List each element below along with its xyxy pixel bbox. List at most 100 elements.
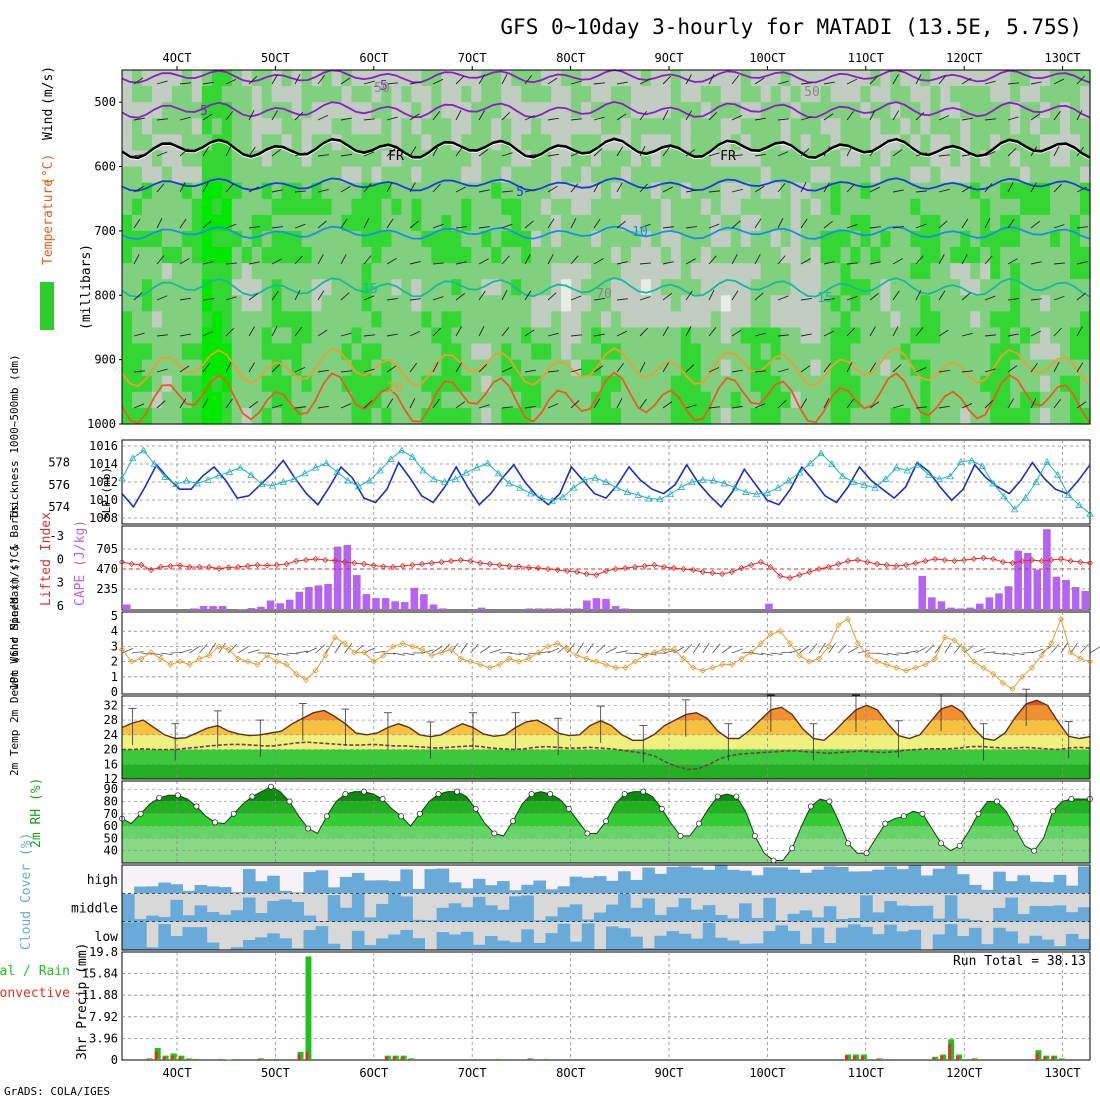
rh-cell: [720, 359, 732, 377]
rh-cell: [620, 198, 632, 216]
rh-cell: [341, 359, 353, 377]
rh-cell: [830, 86, 842, 103]
rh-cell: [541, 295, 552, 312]
cloud-bar: [993, 871, 1006, 894]
rh-point: [547, 791, 554, 798]
wind-barb: [800, 148, 810, 157]
cloud-bar: [485, 885, 498, 894]
rh-cell: [1070, 247, 1081, 264]
rh-tick-label: 80: [104, 794, 118, 808]
wind-barb: [777, 80, 789, 85]
rh-cell: [910, 311, 921, 329]
rh-cell: [1080, 311, 1091, 329]
thickness-tick-label: 574: [48, 500, 70, 514]
cloud-bar: [835, 927, 849, 950]
rh-cell: [231, 198, 243, 216]
rh-cell: [850, 86, 862, 103]
rh-cell: [321, 150, 333, 168]
rh-cell: [391, 359, 403, 377]
rh-cell: [471, 182, 482, 200]
wind-barb: [823, 298, 835, 301]
wind-barb: [570, 183, 579, 193]
cape-bar: [400, 602, 409, 610]
rh-point: [677, 832, 684, 839]
rh-cell: [920, 311, 931, 329]
rh-cell: [201, 198, 213, 216]
rh-cell: [171, 375, 183, 393]
rh-cell: [481, 134, 492, 152]
wind-barb: [432, 398, 440, 409]
rh-cell: [810, 311, 822, 329]
wind-speed-point: [728, 661, 735, 668]
rh-cell: [221, 295, 233, 312]
wind-barb: [402, 652, 415, 656]
wind-barb: [248, 186, 259, 193]
lifted-index-point: [903, 561, 910, 569]
rh-cell: [221, 86, 233, 103]
rh-cell: [441, 214, 452, 232]
rh-cell: [561, 375, 572, 393]
wind-barb: [915, 74, 922, 85]
wind-barb: [892, 226, 904, 229]
rh-cell: [451, 343, 462, 361]
slp-point: [1075, 501, 1083, 508]
precip-convective-bar: [971, 1058, 975, 1060]
rh-cell: [830, 295, 842, 312]
rh-cell: [660, 343, 672, 361]
wind-barb: [271, 404, 283, 409]
rh-cell: [670, 214, 682, 232]
wind-barb: [800, 398, 808, 409]
rh-cell: [241, 118, 253, 135]
rh-cell: [1050, 230, 1061, 248]
cloud-bar: [545, 933, 559, 950]
rh-cell: [740, 295, 752, 312]
rh-cell: [1070, 86, 1081, 103]
rh-cell: [201, 295, 213, 312]
wind-barb: [938, 220, 948, 229]
rh-cell: [421, 327, 432, 345]
precip-total-bar: [226, 1059, 233, 1060]
wind-barb: [938, 75, 947, 85]
wind-barb: [179, 148, 189, 157]
lifted-index-point: [738, 564, 745, 572]
wind-barb: [432, 296, 444, 301]
rh-cell: [690, 230, 702, 248]
wind-barb: [432, 78, 444, 85]
rh-cell: [311, 166, 323, 184]
rh-point: [1031, 847, 1038, 854]
wind-speed-point: [922, 661, 929, 668]
cloud-bar: [243, 897, 256, 922]
rh-cell: [501, 150, 512, 168]
cloud-bar: [170, 936, 183, 950]
wind-barb: [547, 153, 559, 157]
wind-barb: [777, 151, 789, 157]
rh-cell: [710, 391, 722, 409]
rh-cell: [151, 247, 163, 264]
rh-cell: [581, 279, 592, 296]
rh-cell: [381, 166, 393, 184]
rh-cell: [740, 182, 752, 200]
rh-cell: [561, 134, 572, 152]
cloud-bar: [606, 926, 619, 950]
wind-barb: [160, 652, 173, 656]
rh-cell: [211, 391, 223, 409]
rh-cell: [820, 327, 832, 345]
rh-cell: [800, 86, 812, 103]
cloud-bar: [521, 895, 534, 922]
rh-cell: [601, 311, 612, 329]
rh-cell: [421, 150, 432, 168]
wind-speed-point: [118, 646, 126, 653]
rh-cell: [1050, 86, 1061, 103]
rh-cell: [601, 102, 612, 119]
wind-barb: [247, 649, 260, 654]
temp-band: [122, 720, 1090, 735]
wind-tick-label: 3: [111, 639, 118, 653]
wind-barb: [409, 398, 416, 409]
wind-barb: [432, 183, 441, 193]
wind-barb: [271, 326, 278, 337]
rh-cell: [750, 166, 762, 184]
slp-point: [150, 460, 158, 467]
rh-cell: [151, 230, 163, 248]
lifted-index-point: [786, 574, 793, 582]
